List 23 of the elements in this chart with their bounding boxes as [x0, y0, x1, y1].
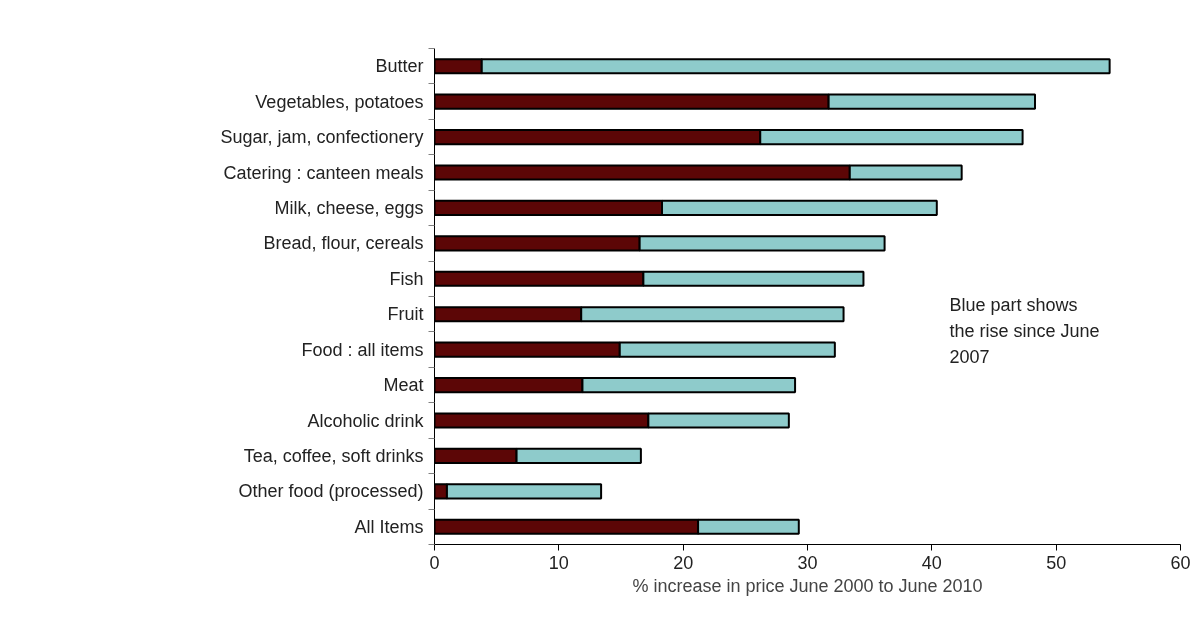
- y-tick-label: Milk, cheese, eggs: [274, 197, 424, 218]
- x-tick-label: 60: [1170, 552, 1191, 573]
- x-tick-label: 0: [429, 552, 440, 573]
- y-tick-label: Vegetables, potatoes: [255, 91, 424, 112]
- annotation: Blue part shows the rise since June 2007: [949, 294, 1100, 367]
- y-tick-label: Food : all items: [301, 339, 424, 360]
- y-tick-label: Fruit: [387, 304, 424, 325]
- x-tick-label: 50: [1046, 552, 1067, 573]
- y-tick-label: Catering : canteen meals: [223, 162, 424, 183]
- y-tick-label: Bread, flour, cereals: [263, 233, 424, 254]
- x-tick-label: 20: [673, 552, 694, 573]
- x-tick-label: 10: [548, 552, 569, 573]
- y-tick-label: Butter: [375, 56, 424, 77]
- y-tick-label: Other food (processed): [238, 481, 424, 502]
- x-axis-title: % increase in price June 2000 to June 2010: [632, 575, 983, 596]
- y-tick-label: Meat: [383, 375, 424, 396]
- x-tick-label: 30: [797, 552, 818, 573]
- y-tick-label: Fish: [389, 268, 424, 289]
- x-tick-label: 40: [921, 552, 942, 573]
- y-tick-label: Tea, coffee, soft drinks: [243, 445, 424, 466]
- y-tick-label: All Items: [354, 516, 424, 537]
- y-tick-label: Alcoholic drink: [307, 410, 425, 431]
- y-tick-label: Sugar, jam, confectionery: [220, 127, 424, 148]
